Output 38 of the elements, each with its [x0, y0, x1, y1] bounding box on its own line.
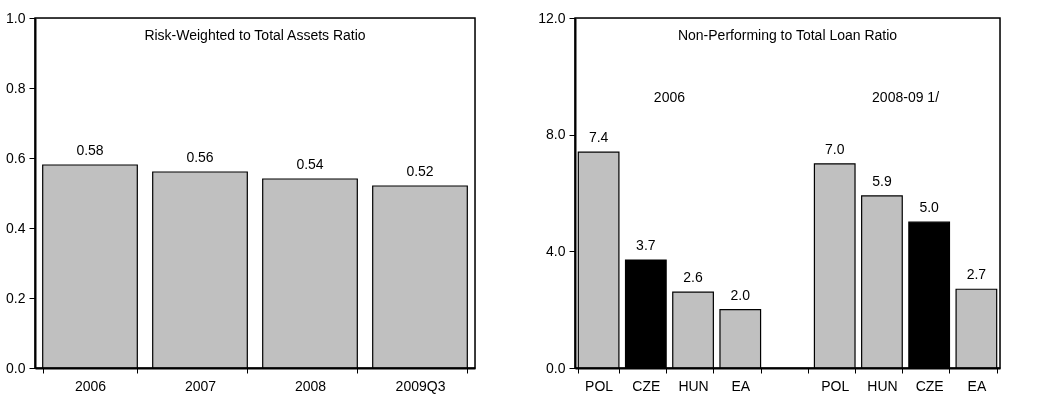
x-tick-label: EA [967, 377, 987, 394]
x-tick-label: CZE [632, 377, 661, 394]
data-label: 7.0 [824, 140, 845, 157]
x-tick-label: 2006 [74, 377, 107, 394]
y-tick-label: 0.0 [6, 359, 26, 376]
y-tick-label: 8.0 [546, 126, 566, 143]
x-tick-label: EA [731, 377, 751, 394]
data-label: 5.0 [919, 199, 940, 216]
x-tick-label: POL [585, 377, 614, 394]
x-tick-label: HUN [867, 377, 898, 394]
data-label: 2.6 [683, 269, 703, 286]
x-tick-label: CZE [915, 377, 944, 394]
x-tick-label: HUN [678, 377, 709, 394]
y-tick-label: 0.4 [6, 219, 26, 236]
y-tick-label: 0.6 [6, 149, 26, 166]
data-label: 3.7 [636, 237, 656, 254]
data-label: 0.58 [76, 142, 104, 158]
data-label: 0.52 [406, 163, 434, 179]
x-tick-label: POL [821, 377, 850, 394]
y-tick-label: 0.8 [6, 79, 26, 96]
text: Risk-Weighted to Total Assets Ratio [144, 27, 366, 43]
data-label: 7.4 [588, 129, 609, 146]
data-label: 5.9 [872, 172, 892, 189]
annotation: 2006 [653, 89, 686, 105]
annotation: 2008-09 1/ [872, 89, 940, 105]
x-tick-label: 2008 [294, 377, 327, 394]
text: Non-Performing to Total Loan Ratio [677, 27, 898, 43]
data-label: 0.56 [186, 149, 214, 165]
data-label: 0.54 [296, 156, 324, 172]
x-tick-label: 2007 [184, 377, 217, 394]
y-tick-label: 0.2 [6, 289, 26, 306]
y-tick-label: 0.0 [546, 359, 566, 376]
data-label: 2.0 [730, 286, 751, 303]
x-tick-label: 2009Q3 [395, 377, 446, 394]
y-tick-label: 1.0 [6, 9, 26, 26]
data-label: 2.7 [966, 266, 987, 283]
y-tick-label: 12.0 [538, 9, 566, 26]
y-tick-label: 4.0 [546, 242, 566, 259]
